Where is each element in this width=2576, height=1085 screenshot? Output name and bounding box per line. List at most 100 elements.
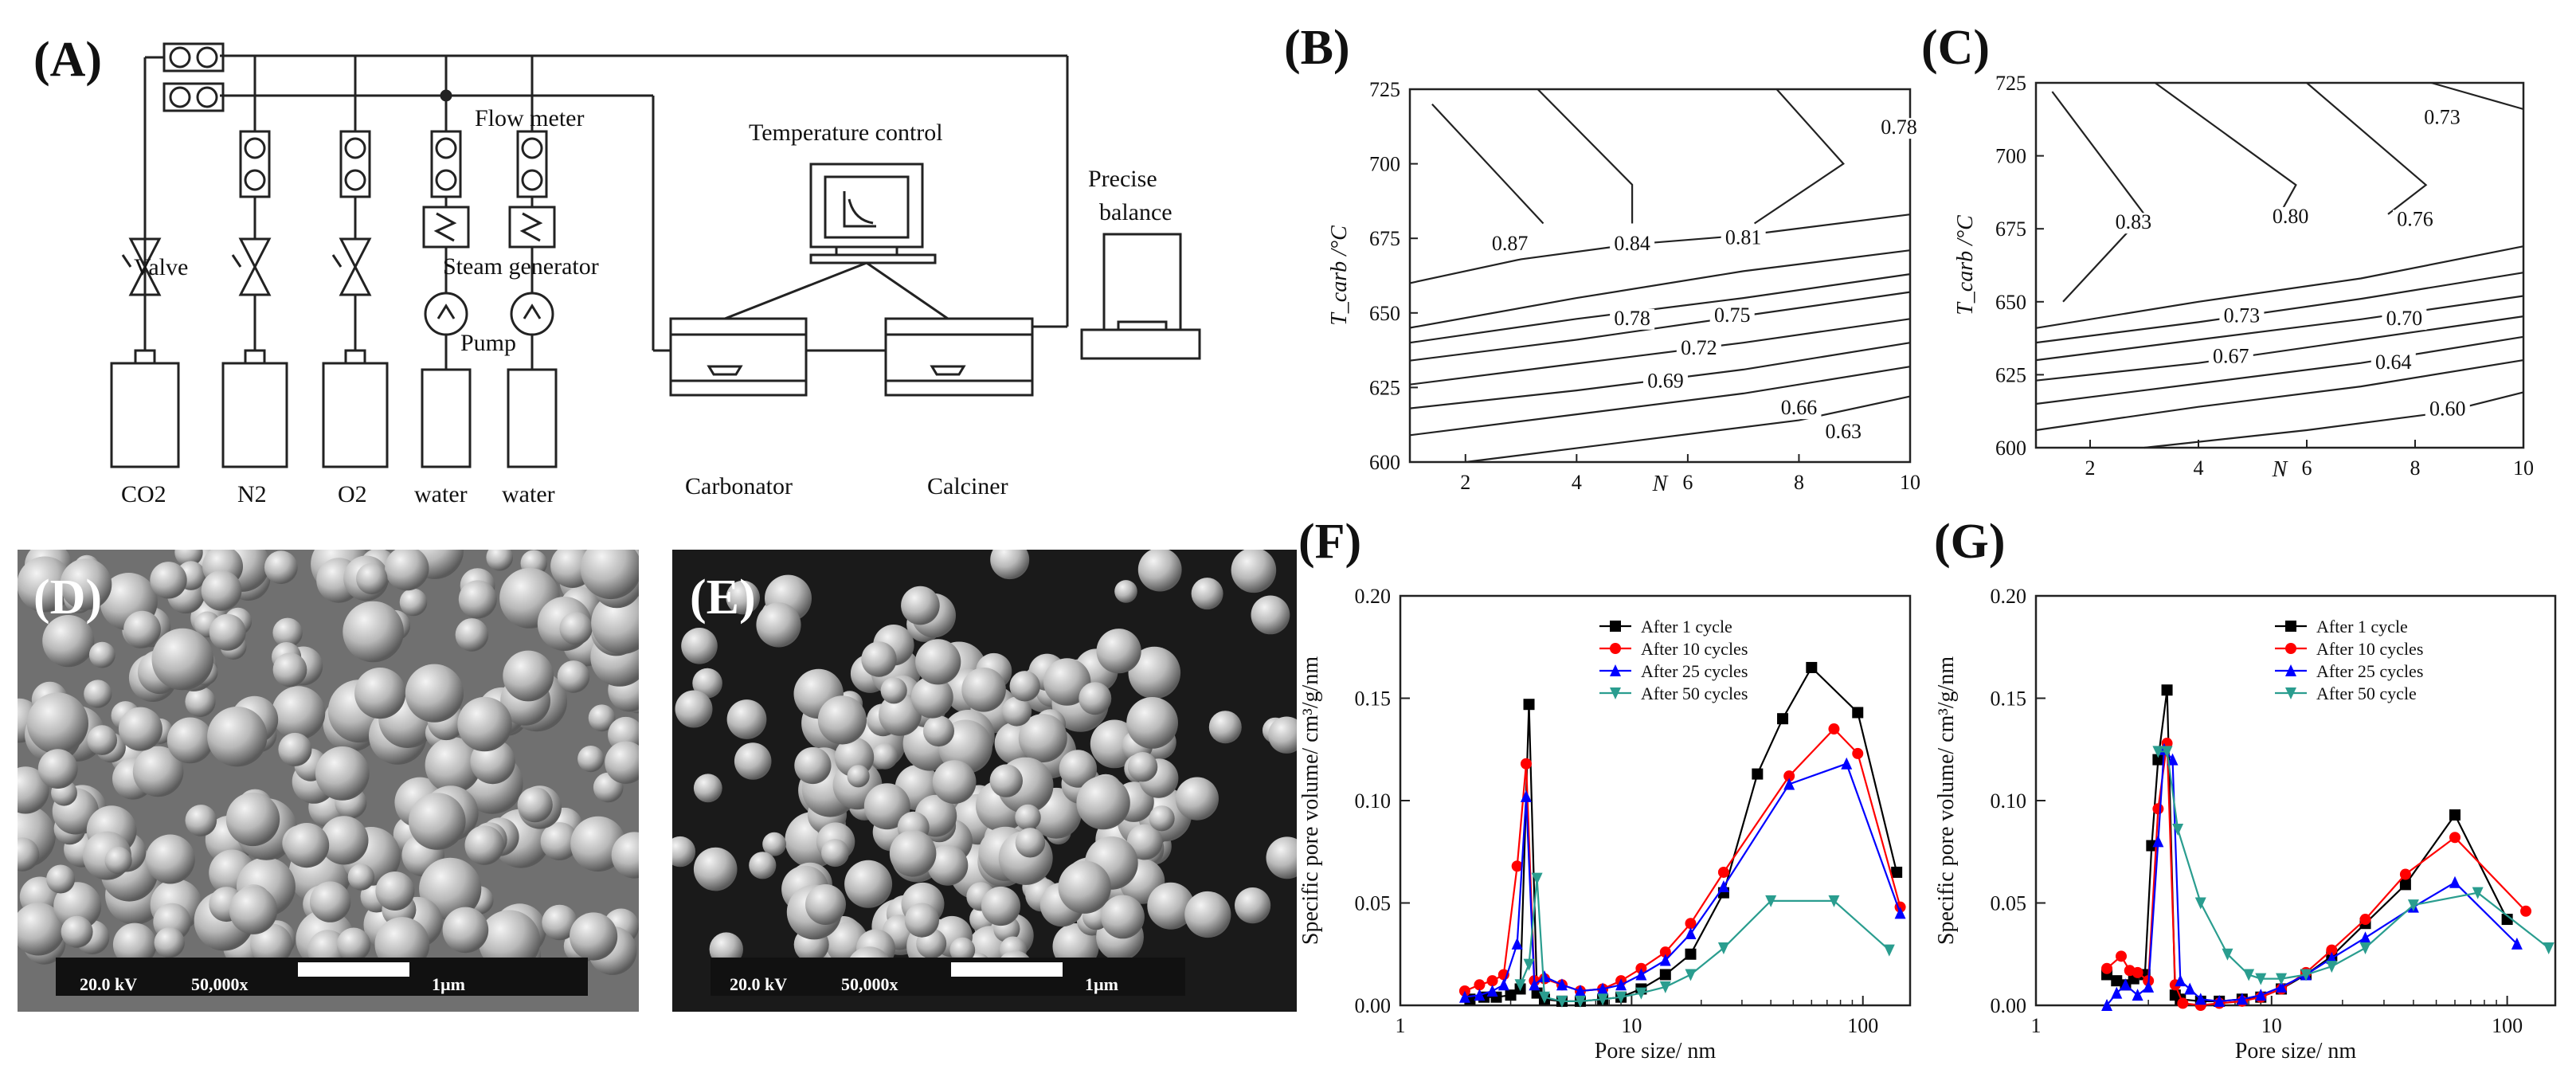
- particle-grain: [229, 886, 278, 934]
- sem-grains-e: [672, 550, 1297, 992]
- data-point: [1529, 978, 1541, 991]
- particle-grain: [457, 696, 512, 752]
- data-point: [2101, 999, 2113, 1011]
- flow-meter-n2: [239, 130, 271, 198]
- control-wire-2: [866, 261, 949, 320]
- particle-grain: [762, 832, 786, 856]
- contour-label: 0.73: [2424, 105, 2461, 128]
- data-point: [1514, 979, 1526, 992]
- legend-marker: [2285, 643, 2296, 654]
- label-carbonator: Carbonator: [685, 473, 793, 499]
- panel-label-d: (D): [33, 570, 102, 625]
- particle-grain: [272, 617, 303, 648]
- particle-grain: [18, 556, 73, 613]
- data-point: [1538, 970, 1550, 983]
- y-tick-label: 625: [1369, 376, 1400, 399]
- data-point: [1574, 995, 1586, 1008]
- scale-length-e: 1µm: [1085, 974, 1118, 994]
- particle-grain: [1076, 775, 1130, 830]
- series-line: [2106, 690, 2508, 1002]
- contour-label: 0.83: [2116, 210, 2152, 233]
- data-point: [1497, 978, 1509, 991]
- contour-label-bg: [1776, 398, 1822, 420]
- data-point: [1615, 991, 1627, 1004]
- legend-marker: [2285, 687, 2296, 699]
- label-flow-meter: Flow meter: [475, 105, 584, 131]
- particle-grain: [901, 586, 940, 625]
- particle-grain: [399, 588, 428, 617]
- y-tick-label: 0.20: [1991, 585, 2027, 608]
- data-point: [2399, 868, 2411, 880]
- data-point: [2359, 931, 2371, 944]
- legend-entry: After 25 cycles: [2316, 661, 2423, 681]
- x-tick-label: 2: [2085, 456, 2096, 480]
- contour-line: [1431, 103, 1544, 225]
- particle-grain: [1009, 671, 1040, 702]
- particle-grain: [1191, 578, 1223, 610]
- y-tick-label: 0.15: [1991, 687, 2027, 711]
- data-point: [1458, 990, 1470, 1003]
- contour-label: 0.84: [1614, 232, 1650, 255]
- data-point: [1538, 991, 1550, 1004]
- contour-label-bg: [2420, 108, 2464, 129]
- contour-label: 0.80: [2273, 205, 2309, 228]
- particle-grain: [1251, 595, 1290, 635]
- particle-grain: [726, 699, 767, 739]
- legend-entry: After 50 cycle: [2316, 684, 2417, 703]
- contour-label: 0.66: [1781, 396, 1818, 419]
- calciner-furnace: [884, 317, 1034, 397]
- data-point: [2511, 937, 2523, 950]
- data-point: [2501, 914, 2513, 926]
- legend-marker: [2285, 664, 2296, 676]
- particle-grain: [250, 923, 293, 966]
- series-after-10-cycles: [2101, 738, 2532, 1011]
- series-after-50-cycle: [2152, 746, 2554, 985]
- particle-grain: [756, 602, 801, 648]
- particle-grain: [455, 618, 489, 652]
- contour-label: 0.81: [1725, 226, 1762, 249]
- junction-dot: [440, 89, 452, 102]
- scale-mag-e: 50,000x: [841, 974, 898, 994]
- y-tick-label: 0.10: [1355, 789, 1392, 813]
- particle-grain: [577, 746, 605, 773]
- series-after-1-cycle: [2101, 684, 2513, 1007]
- contour-line: [1409, 249, 1911, 329]
- data-point: [2326, 951, 2338, 964]
- data-point: [2152, 746, 2164, 758]
- particle-grain: [981, 886, 1021, 926]
- particle-grain: [517, 787, 553, 823]
- scale-kv-e: 20.0 kV: [730, 974, 787, 994]
- legend-marker: [1610, 643, 1621, 654]
- data-point: [2243, 969, 2255, 981]
- contour-label: 0.72: [1681, 336, 1717, 359]
- valve-co2: [121, 237, 162, 296]
- data-point: [2359, 942, 2371, 955]
- particle-grain: [847, 765, 870, 788]
- flow-meter-main: [162, 42, 225, 112]
- particle-grain: [18, 837, 40, 872]
- y-axis-title: T_carb /°C: [1953, 215, 1978, 315]
- y-tick-label: 725: [1995, 72, 2026, 95]
- particle-grain: [87, 725, 117, 755]
- particle-grain: [458, 580, 497, 619]
- particle-grain: [1126, 824, 1163, 860]
- contour-label: 0.76: [2397, 208, 2433, 231]
- flow-meter-o2: [339, 130, 371, 198]
- particle-grain: [794, 746, 832, 785]
- particle-grain: [692, 668, 722, 699]
- y-tick-label: 625: [1995, 363, 2026, 386]
- contour-line: [2035, 315, 2524, 382]
- data-point: [1486, 975, 1498, 987]
- y-tick-label: 0.00: [1355, 994, 1392, 1017]
- data-point: [2152, 803, 2164, 815]
- x-axis-title: Pore size/ nm: [1595, 1039, 1717, 1063]
- particle-grain: [264, 550, 298, 585]
- contour-label-bg: [2370, 353, 2416, 374]
- co2-cylinder-neck: [134, 349, 156, 365]
- legend-entry: After 1 cycle: [1641, 617, 1732, 637]
- contour-label-bg: [2219, 306, 2265, 327]
- particle-grain: [1231, 550, 1277, 593]
- data-point: [2111, 986, 2123, 999]
- data-point: [2326, 944, 2338, 956]
- particle-grain: [118, 707, 162, 751]
